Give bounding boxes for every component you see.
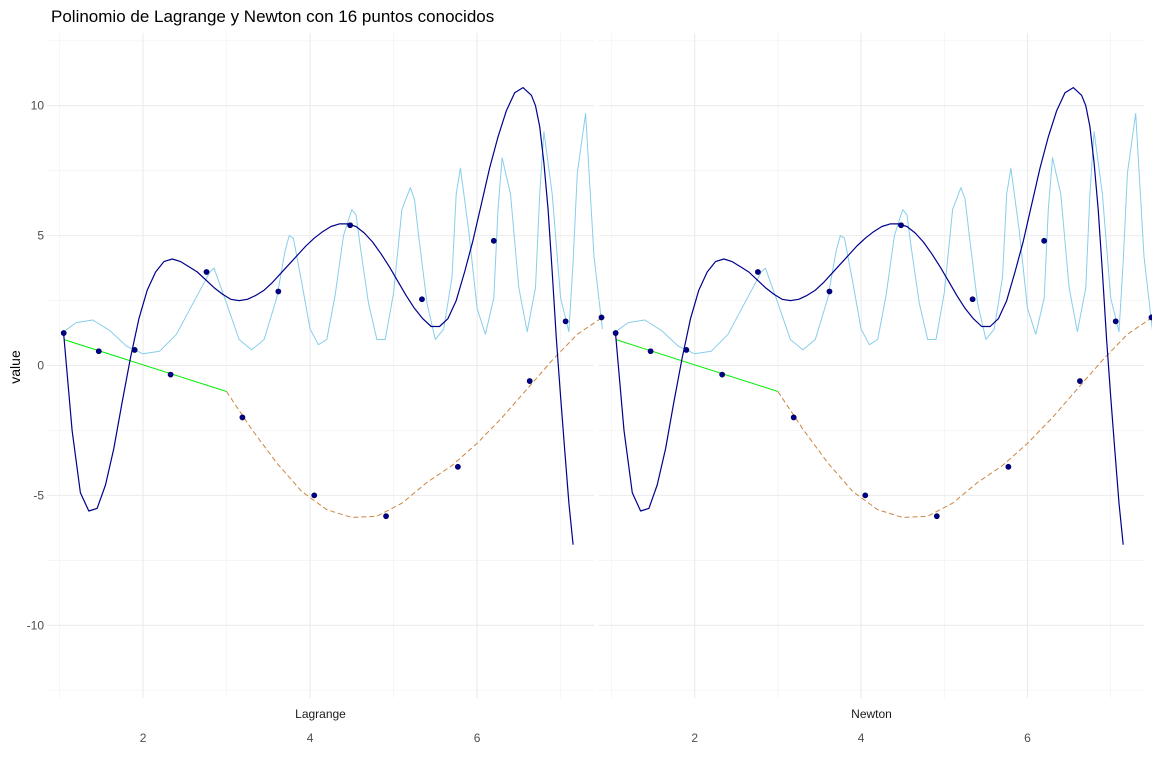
- data-point: [167, 371, 174, 378]
- x-tick-label: 4: [858, 731, 865, 745]
- data-point: [311, 492, 318, 499]
- data-point: [1148, 314, 1152, 321]
- data-point: [647, 348, 654, 355]
- series-line-segment-linear: [63, 339, 227, 392]
- data-point: [683, 347, 690, 353]
- data-point: [454, 463, 461, 470]
- data-point: [562, 318, 569, 325]
- data-point: [60, 330, 67, 336]
- facet-panel-newton: 2 4 6 Newton: [599, 33, 1152, 745]
- data-point: [203, 269, 210, 275]
- chart-title: Polinomio de Lagrange y Newton con 16 pu…: [51, 7, 494, 26]
- x-tick-label: 6: [474, 731, 481, 745]
- x-tick-label: 2: [691, 731, 698, 745]
- facet-panel-lagrange: 2 4 6 Lagrange 10 5 0 -5 -10: [27, 33, 605, 745]
- series-line-segment-curve: [226, 316, 603, 518]
- data-point: [933, 513, 940, 520]
- x-tick-label: 4: [307, 731, 314, 745]
- data-point: [383, 513, 389, 520]
- data-point: [790, 414, 797, 421]
- series-line-segment-linear: [615, 339, 779, 392]
- facet-label: Newton: [851, 707, 892, 721]
- data-point: [239, 414, 246, 421]
- y-tick-label: 10: [31, 99, 45, 113]
- y-tick-label: -5: [33, 488, 44, 502]
- series-line-polynomial: [63, 87, 574, 545]
- data-point: [131, 347, 138, 353]
- data-point: [755, 269, 761, 275]
- facets-group: 2 4 6 Lagrange 10 5 0 -5 -10 2 4 6 Newton: [27, 33, 1152, 745]
- y-tick-label: 5: [37, 229, 44, 243]
- data-point: [419, 296, 425, 303]
- data-point: [862, 492, 869, 499]
- data-point: [490, 237, 497, 244]
- data-point: [1112, 318, 1119, 325]
- x-tick-label: 2: [140, 731, 147, 745]
- data-point: [526, 378, 533, 384]
- series-line-sine-function: [615, 113, 1152, 355]
- data-point: [1005, 463, 1012, 470]
- data-point: [898, 222, 904, 229]
- data-point: [719, 371, 726, 378]
- y-axis-label: value: [7, 350, 23, 384]
- data-point: [598, 314, 605, 321]
- series-line-sine-function: [63, 113, 603, 355]
- x-tick-label: 6: [1024, 731, 1031, 745]
- data-point: [1077, 378, 1083, 384]
- data-point: [969, 296, 976, 303]
- data-point: [95, 348, 102, 355]
- data-point: [347, 222, 354, 229]
- data-point: [612, 330, 619, 336]
- series-line-polynomial: [615, 87, 1124, 545]
- y-tick-label: 0: [37, 359, 44, 373]
- facet-label: Lagrange: [295, 707, 346, 721]
- data-point: [275, 288, 282, 295]
- data-point: [1041, 237, 1048, 244]
- series-line-segment-curve: [777, 316, 1152, 518]
- y-tick-label: -10: [27, 618, 45, 632]
- data-point: [826, 288, 833, 295]
